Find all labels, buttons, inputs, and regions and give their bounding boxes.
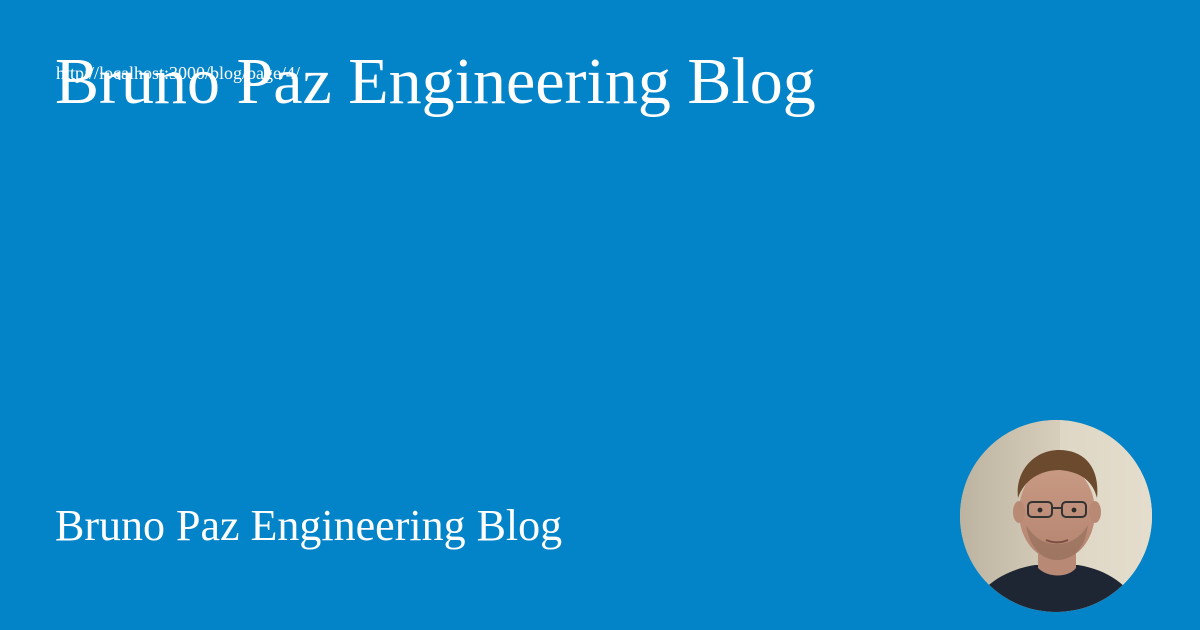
page-url: http://localhost:3000/blog/page/4/ bbox=[56, 63, 300, 83]
author-photo bbox=[960, 420, 1152, 612]
author-avatar bbox=[960, 420, 1152, 612]
page-title: Bruno Paz Engineering Blog bbox=[55, 45, 816, 118]
site-name: Bruno Paz Engineering Blog bbox=[55, 501, 563, 550]
